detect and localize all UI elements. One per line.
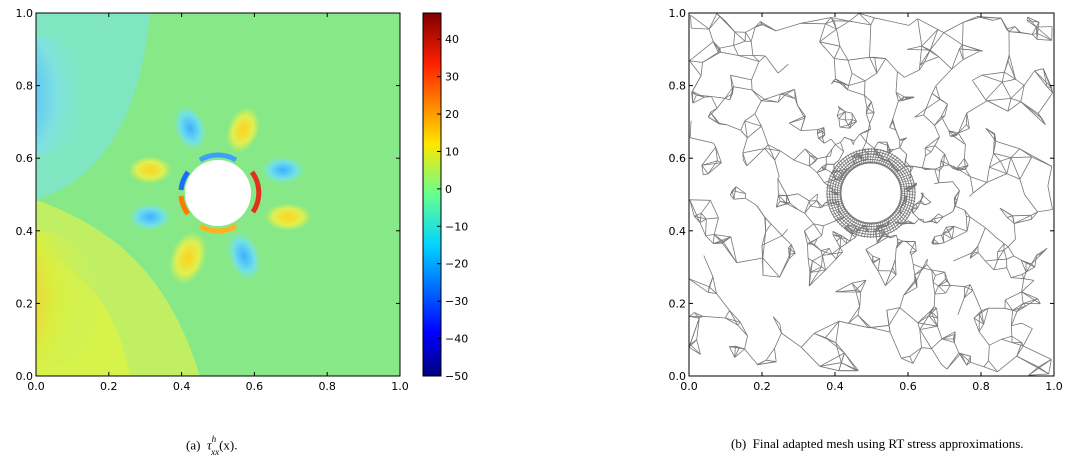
caption-a-sub: xx (211, 447, 219, 457)
panel-a-x-tick-label: 0.8 (318, 380, 336, 393)
panel-a-y-tick-label: 0.4 (16, 225, 34, 238)
panel-a-y-tick-label: 0.8 (16, 80, 34, 93)
panel-b-x-tick-label: 0.8 (972, 380, 990, 393)
panel-a-x-tick-label: 0.2 (100, 380, 118, 393)
colorbar-tick-label: −10 (445, 220, 468, 233)
caption-a-sup: h (212, 434, 217, 444)
panel-b-y-tick-label: 0.8 (669, 80, 687, 93)
caption-a: (a) τhxx(x). (186, 436, 238, 455)
panel-b-x-tick-label: 0.2 (753, 380, 771, 393)
panel-a-y-tick-label: 0.2 (16, 297, 34, 310)
caption-b-text: Final adapted mesh using RT stress appro… (753, 436, 1024, 451)
colorbar-tick-label: 10 (445, 145, 459, 158)
panel-b-x-tick-label: 0.4 (826, 380, 844, 393)
panel-a-y-tick-label: 1.0 (16, 7, 34, 20)
panel-a-y-tick-label: 0.0 (16, 370, 34, 383)
colorbar-tick-label: 30 (445, 71, 459, 84)
panel-a-x-tick-label: 1.0 (391, 380, 409, 393)
panel-b-y-tick-label: 0.6 (669, 152, 687, 165)
colorbar-tick-label: −30 (445, 295, 468, 308)
panel-b-x-tick-label: 0.6 (899, 380, 917, 393)
colorbar (423, 13, 441, 376)
colorbar-tick-label: −50 (445, 370, 468, 383)
panel-b-x-tick-label: 1.0 (1045, 380, 1063, 393)
panel-b-y-tick-label: 0.4 (669, 225, 687, 238)
caption-a-label: (a) (186, 437, 200, 452)
colorbar-tick-label: 0 (445, 183, 452, 196)
panel-a-x-tick-label: 0.4 (173, 380, 191, 393)
caption-b: (b) Final adapted mesh using RT stress a… (731, 436, 1024, 452)
caption-a-arg: (x). (219, 437, 237, 452)
panel-b-y-tick-label: 1.0 (669, 7, 687, 20)
panel-a-x-tick-label: 0.6 (246, 380, 264, 393)
colorbar-tick-label: −40 (445, 333, 468, 346)
panel-b-y-tick-label: 0.0 (669, 370, 687, 383)
caption-b-label: (b) (731, 436, 746, 451)
colorbar-tick-label: 20 (445, 108, 459, 121)
panel-a-y-tick-label: 0.6 (16, 152, 34, 165)
colorbar-tick-label: −20 (445, 258, 468, 271)
panel-b-y-tick-label: 0.2 (669, 297, 687, 310)
colorbar-tick-label: 40 (445, 33, 459, 46)
